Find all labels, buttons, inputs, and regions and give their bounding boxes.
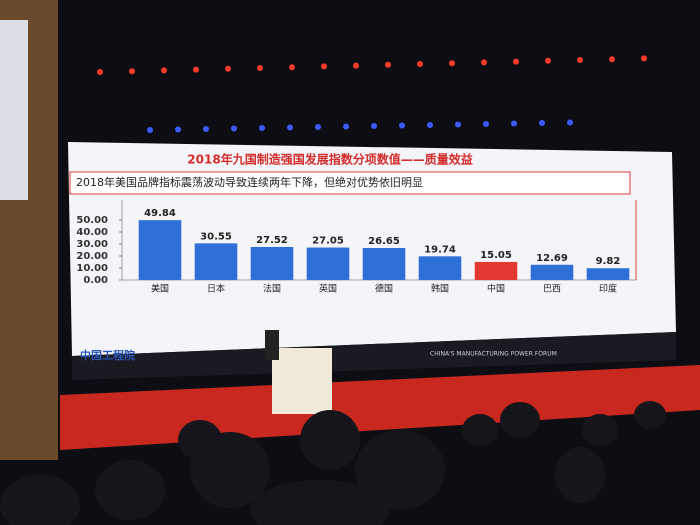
value-label: 15.05	[480, 250, 512, 261]
value-label: 27.52	[256, 235, 288, 246]
light	[545, 57, 551, 64]
light	[257, 65, 263, 71]
chart-subtitle: 2018年美国品牌指标震荡波动导致连续两年下降，但绝对优势依旧明显	[76, 175, 423, 189]
x-tick-label: 日本	[207, 283, 225, 295]
stage-lights	[97, 55, 647, 133]
bar	[138, 220, 182, 280]
forum-label: CHINA'S MANUFACTURING POWER FORUM	[430, 351, 557, 358]
bar	[362, 248, 406, 280]
light	[353, 62, 359, 69]
y-tick-label: 30.00	[76, 239, 108, 250]
light	[193, 66, 199, 73]
x-tick-label: 印度	[599, 283, 617, 295]
stage-floor	[60, 365, 700, 450]
light	[417, 61, 423, 67]
bar	[250, 246, 294, 280]
audience-head	[500, 402, 540, 438]
value-label: 19.74	[424, 244, 456, 255]
x-tick-label: 韩国	[431, 283, 449, 295]
bar	[194, 243, 238, 280]
x-tick-label: 英国	[319, 283, 337, 295]
light	[385, 61, 391, 68]
light	[147, 127, 153, 133]
light	[511, 120, 517, 127]
x-tick-label: 中国	[487, 283, 505, 295]
light	[567, 119, 573, 126]
light	[483, 121, 489, 127]
side-screen	[0, 20, 28, 200]
y-tick-label: 20.00	[76, 251, 108, 262]
chart-title: 2018年九国制造强国发展指数分项数值——质量效益	[187, 152, 472, 167]
value-label: 26.65	[368, 236, 400, 247]
y-tick-label: 50.00	[76, 215, 108, 226]
value-label: 27.05	[312, 236, 344, 247]
bar	[530, 264, 574, 280]
light	[203, 126, 209, 132]
light	[97, 69, 103, 75]
subtitle-box	[69, 171, 631, 195]
light	[287, 124, 293, 131]
light	[577, 57, 583, 63]
light	[289, 64, 295, 71]
light	[427, 122, 433, 128]
audience-head	[355, 430, 445, 510]
audience-head	[178, 420, 222, 460]
value-label: 9.82	[596, 256, 621, 267]
light	[259, 125, 265, 131]
light	[315, 124, 321, 130]
light	[225, 65, 231, 72]
light	[399, 122, 405, 129]
value-label: 30.55	[200, 231, 232, 242]
audience-head	[634, 401, 666, 429]
speaker	[265, 330, 279, 360]
light	[449, 60, 455, 67]
banner-strip	[72, 332, 676, 380]
light	[161, 67, 167, 74]
value-label: 49.84	[144, 208, 176, 219]
light	[175, 126, 181, 133]
audience	[0, 401, 666, 525]
audience-head	[95, 460, 165, 520]
audience-head	[250, 480, 390, 525]
audience-head	[462, 414, 498, 446]
light	[481, 59, 487, 66]
org-label: 中国工程院	[80, 348, 135, 362]
light	[641, 55, 647, 62]
light	[455, 121, 461, 128]
light	[321, 63, 327, 70]
audience-head	[300, 410, 360, 470]
audience-head	[555, 447, 605, 503]
light	[129, 68, 135, 75]
x-tick-label: 德国	[375, 283, 393, 295]
light	[231, 125, 237, 132]
value-label: 12.69	[536, 253, 568, 264]
x-tick-label: 美国	[151, 283, 169, 295]
x-tick-label: 巴西	[543, 284, 561, 295]
y-tick-label: 10.00	[76, 263, 108, 274]
x-tick-label: 法国	[263, 283, 281, 295]
bar	[474, 261, 518, 280]
light	[513, 58, 519, 65]
audience-head	[582, 414, 618, 446]
y-tick-label: 0.00	[83, 275, 108, 286]
light	[371, 123, 377, 129]
light	[539, 120, 545, 126]
light	[343, 123, 349, 130]
bar	[418, 256, 462, 280]
audience-head	[0, 475, 80, 525]
y-tick-label: 40.00	[76, 227, 108, 238]
bar	[586, 268, 630, 280]
bar	[306, 247, 350, 280]
chart: 2018年九国制造强国发展指数分项数值——质量效益 2018年美国品牌指标震荡波…	[69, 152, 637, 295]
podium	[272, 348, 332, 414]
light	[609, 56, 615, 63]
